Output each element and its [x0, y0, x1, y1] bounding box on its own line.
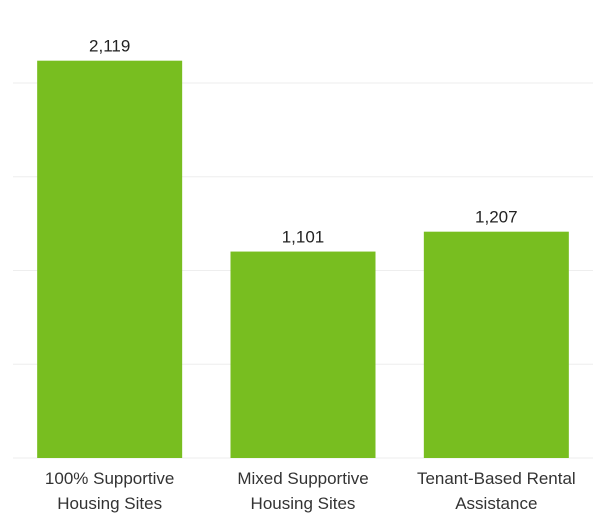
x-tick-label: Mixed Supportive Housing Sites: [237, 469, 369, 513]
value-label: 1,207: [475, 208, 518, 227]
bar: [37, 60, 183, 458]
x-tick-label: Tenant-Based Rental Assistance: [416, 469, 576, 513]
value-label: 2,119: [89, 37, 130, 56]
bar: [230, 251, 376, 458]
x-tick-label: 100% Supportive Housing Sites: [44, 469, 175, 513]
bar: [423, 231, 569, 458]
value-label: 1,101: [282, 228, 325, 247]
